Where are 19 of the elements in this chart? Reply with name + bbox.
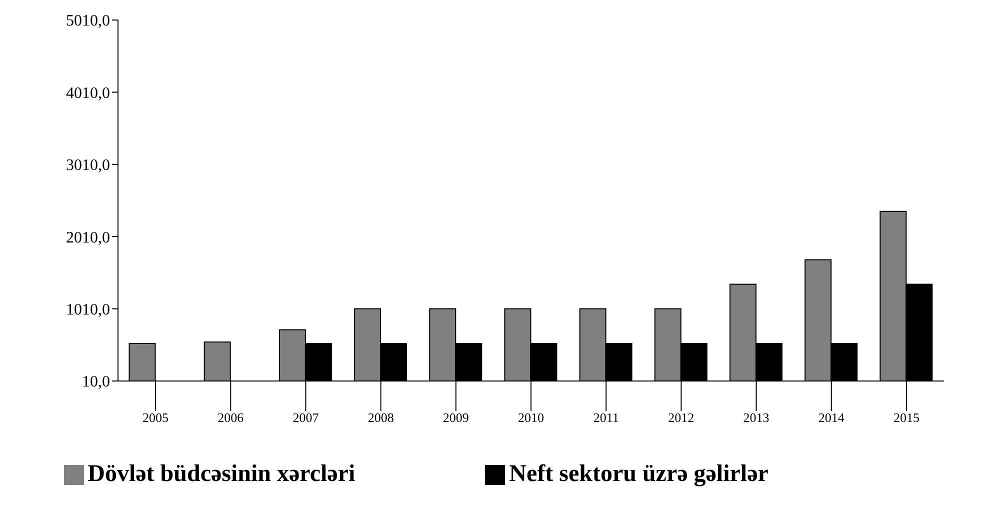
y-tick-label: 4010,0: [66, 84, 110, 102]
y-tick-label: 2010,0: [66, 229, 110, 246]
y-tick-label: 5010,0: [66, 12, 110, 30]
x-tick-label: 2011: [593, 410, 619, 426]
y-tick-label: 3010,0: [66, 157, 110, 174]
legend-label: Neft sektoru üzrə gəlirlər: [509, 461, 768, 487]
x-tick-label: 2008: [368, 410, 394, 426]
x-tick-label: 2012: [668, 410, 694, 426]
x-tick-label: 2009: [442, 410, 469, 426]
x-tick-label: 2007: [292, 410, 320, 426]
x-tick-label: 2013: [743, 410, 770, 426]
y-tick-label: 10,0: [82, 374, 110, 391]
legend-label: Dövlət büdcəsinin xərcləri: [88, 461, 356, 487]
x-tick-label: 2014: [818, 410, 845, 426]
x-tick-label: 2015: [893, 410, 920, 426]
x-tick-label: 2010: [518, 410, 544, 426]
y-tick-label: 1010,0: [66, 301, 110, 318]
x-tick-label: 2005: [142, 410, 169, 426]
x-tick-label: 2006: [218, 410, 244, 426]
